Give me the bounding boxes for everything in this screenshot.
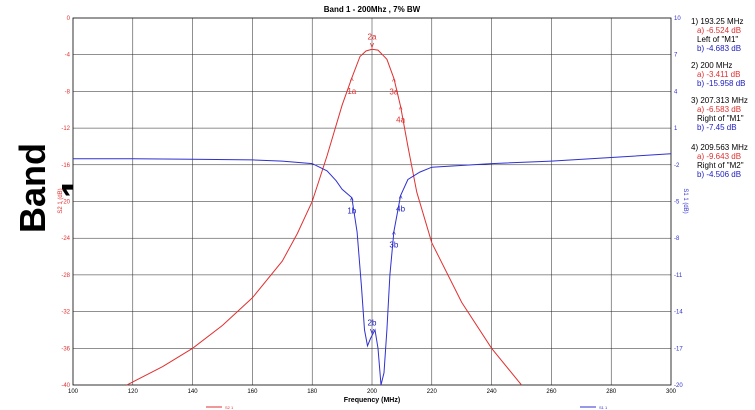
right-tick-label: -14 <box>674 310 683 316</box>
marker-label-2a: 2a <box>368 32 377 41</box>
right-tick-label: -5 <box>674 200 680 206</box>
readout-line: b) -4.683 dB <box>697 44 741 53</box>
right-tick-label: 1 <box>674 126 678 132</box>
readout-line: b) -7.45 dB <box>697 123 737 132</box>
x-tick-label: 200 <box>367 389 378 395</box>
right-tick-label: -2 <box>674 163 680 169</box>
marker-caret: ^ <box>399 194 403 203</box>
marker-label-1a: 1a <box>347 87 356 96</box>
legend: S2 1 S1 1 <box>206 405 608 410</box>
legend-entry: S2 1 <box>225 405 234 410</box>
left-tick-label: -28 <box>61 273 70 279</box>
marker-caret: ^ <box>350 77 354 86</box>
readout-heading: 1) 193.25 MHz <box>691 17 743 26</box>
marker-caret: ^ <box>392 77 396 86</box>
series-layer <box>73 48 672 386</box>
readout-heading: 4) 209.563 MHz <box>691 143 748 152</box>
x-axis-label: Frequency (MHz) <box>344 397 400 404</box>
readout-line: b) -4.506 dB <box>697 170 741 179</box>
left-tick-label: -36 <box>61 346 70 352</box>
marker-caret: ^ <box>350 197 354 206</box>
readout-line: b) -15.958 dB <box>697 79 745 88</box>
x-tick-label: 300 <box>666 389 677 395</box>
marker-label-3b: 3b <box>389 240 398 249</box>
x-tick-label: 220 <box>427 389 438 395</box>
right-tick-label: -8 <box>674 236 680 242</box>
left-tick-label: -40 <box>61 383 70 389</box>
right-tick-label: -20 <box>674 383 683 389</box>
x-tick-label: 100 <box>68 389 79 395</box>
right-tick-label: -17 <box>674 346 683 352</box>
x-axis-ticks: 100 120 140 160 180 200 220 240 260 280 300 <box>68 389 677 395</box>
x-tick-label: 180 <box>307 389 318 395</box>
x-tick-label: 120 <box>128 389 139 395</box>
left-tick-label: -20 <box>61 200 70 206</box>
right-tick-label: 7 <box>674 53 678 59</box>
left-tick-label: 0 <box>67 16 71 22</box>
readout-line: Left of "M1" <box>697 35 738 44</box>
marker-caret: v <box>370 327 374 336</box>
right-axis-ticks: 10 7 4 1 -2 -5 -8 -11 -14 -17 -20 <box>674 16 683 389</box>
x-tick-label: 280 <box>606 389 617 395</box>
readout-line: Right of "M1" <box>697 114 744 123</box>
left-tick-label: -24 <box>61 236 70 242</box>
readout-line: Right of "M2" <box>697 161 744 170</box>
marker-label-3a: 3a <box>389 87 398 96</box>
readout-line: a) -6.583 dB <box>697 105 741 114</box>
grid <box>73 18 671 385</box>
right-axis-label: S1 1 (dB) <box>682 188 688 213</box>
marker-label-4b: 4b <box>396 204 405 213</box>
left-tick-label: -8 <box>65 89 71 95</box>
marker-caret: ^ <box>399 105 403 114</box>
x-tick-label: 260 <box>546 389 557 395</box>
chart-title: Band 1 - 200Mhz , 7% BW <box>324 5 421 14</box>
left-tick-label: -32 <box>61 310 70 316</box>
readout-heading: 3) 207.313 MHz <box>691 96 748 105</box>
right-tick-label: -11 <box>674 273 683 279</box>
right-tick-label: 4 <box>674 89 678 95</box>
x-tick-label: 240 <box>487 389 498 395</box>
readout-line: a) -3.411 dB <box>697 70 740 79</box>
marker-label-4a: 4a <box>396 115 405 124</box>
marker-caret: ^ <box>392 230 396 239</box>
readout-line: a) -6.524 dB <box>697 26 741 35</box>
left-tick-label: -16 <box>61 163 70 169</box>
left-axis-ticks: 0 -4 -8 -12 -16 -20 -24 -28 -32 -36 -40 <box>61 16 70 389</box>
left-tick-label: -12 <box>61 126 70 132</box>
readout-line: a) -9.643 dB <box>697 152 741 161</box>
x-tick-label: 140 <box>188 389 199 395</box>
series-line-s21 <box>126 48 522 386</box>
left-axis-label: S2 1 (dB) <box>58 188 64 213</box>
marker-label-2b: 2b <box>368 319 377 328</box>
marker-label-1b: 1b <box>347 207 356 216</box>
marker-caret: v <box>370 40 374 49</box>
right-tick-label: 10 <box>674 16 681 22</box>
left-tick-label: -4 <box>65 53 71 59</box>
legend-entry: S1 1 <box>599 405 608 410</box>
x-tick-label: 160 <box>247 389 258 395</box>
series-line-s11 <box>73 153 672 386</box>
readout-heading: 2) 200 MHz <box>691 61 732 70</box>
